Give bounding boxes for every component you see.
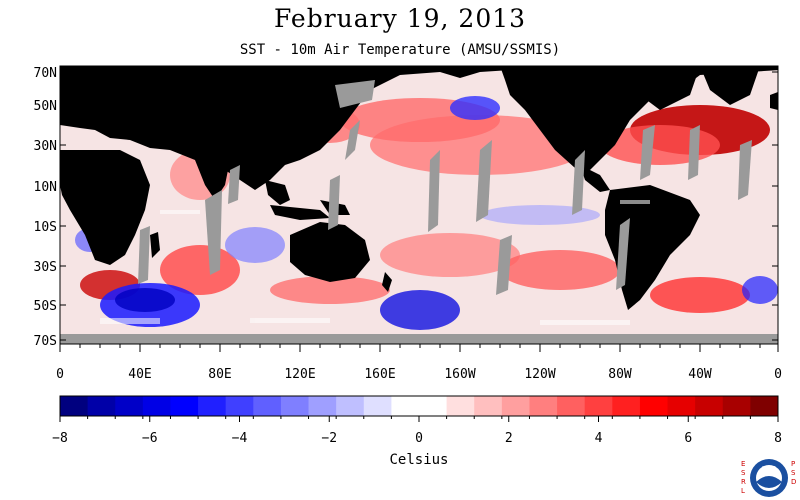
lon-label: 0 [774,367,782,382]
colorbar-swatch [419,396,448,416]
colorbar-swatch [115,396,144,416]
colorbar-swatch [142,396,171,416]
map-title: February 19, 2013 [273,4,527,33]
colorbar-tick-label: −6 [142,431,158,446]
logo-letter: S [791,469,796,477]
colorbar-swatch [336,396,365,416]
map-panel [60,66,778,344]
map-frame [59,65,779,345]
logo-letter: L [741,487,745,495]
colorbar-swatch [60,396,89,416]
colorbar-tick-label: 0 [415,431,423,446]
latitude-axis: 70N 50N 30N 10N 10S 30S 50S 70S [34,66,778,349]
colorbar-swatch [225,396,254,416]
lat-label: 30N [34,139,57,154]
lon-label: 0 [56,367,64,382]
lat-label: 50N [34,99,57,114]
colorbar-swatch [584,396,613,416]
map-subtitle: SST - 10m Air Temperature (AMSU/SSMIS) [239,42,561,58]
colorbar-swatch [253,396,282,416]
logo-letter: P [791,460,795,468]
colorbar-tick-label: 8 [774,431,782,446]
lon-label: 40E [128,367,151,382]
colorbar-swatch [308,396,337,416]
lat-label: 10S [34,220,57,235]
colorbar-swatch [557,396,586,416]
colorbar-swatch [722,396,751,416]
noaa-text: NOAA [762,466,777,472]
colorbar-units: Celsius [389,452,449,468]
lat-label: 30S [34,260,57,275]
longitude-axis: 0 40E 80E 120E 160E 160W 120W 80W 40W 0 [56,344,782,382]
lat-label: 50S [34,299,57,314]
lat-label: 70N [34,66,57,81]
logo-letter: E [741,460,745,468]
lat-label: 10N [34,180,57,195]
colorbar-swatch [667,396,696,416]
colorbar-swatch [87,396,116,416]
lat-label: 70S [34,334,57,349]
colorbar-tick-label: −4 [232,431,248,446]
colorbar: −8 −6 −4 −2 0 2 4 6 8 [52,395,782,446]
colorbar-swatch [198,396,227,416]
lon-label: 40W [688,367,712,382]
colorbar-swatch [474,396,503,416]
noise-specks [100,200,650,325]
colorbar-tick-label: 6 [684,431,692,446]
colorbar-swatch [446,396,475,416]
colorbar-swatch [639,396,669,416]
lon-label: 120E [284,367,315,382]
colorbar-tick-label: −2 [321,431,337,446]
colorbar-tick-label: 2 [505,431,513,446]
missing-data-swaths [60,80,778,344]
colorbar-swatch [391,396,420,416]
lon-label: 80E [208,367,231,382]
logo-letter: R [741,478,746,486]
lon-label: 160W [444,367,475,382]
lon-label: 80W [608,367,632,382]
lon-label: 160E [364,367,395,382]
colorbar-tick-label: −8 [52,431,68,446]
colorbar-swatch [750,396,779,416]
colorbar-swatch [529,396,558,416]
colorbar-swatch [612,396,641,416]
colorbar-swatch [170,396,199,416]
colorbar-swatch [363,396,392,416]
noaa-esrl-psd-logo: E S R L NOAA P S D [741,459,796,497]
colorbar-tick-label: 4 [595,431,603,446]
colorbar-swatch [501,396,530,416]
lon-label: 120W [524,367,555,382]
colorbar-swatch [695,396,724,416]
colorbar-swatch [280,396,310,416]
logo-letter: S [741,469,746,477]
logo-letter: D [791,478,796,486]
